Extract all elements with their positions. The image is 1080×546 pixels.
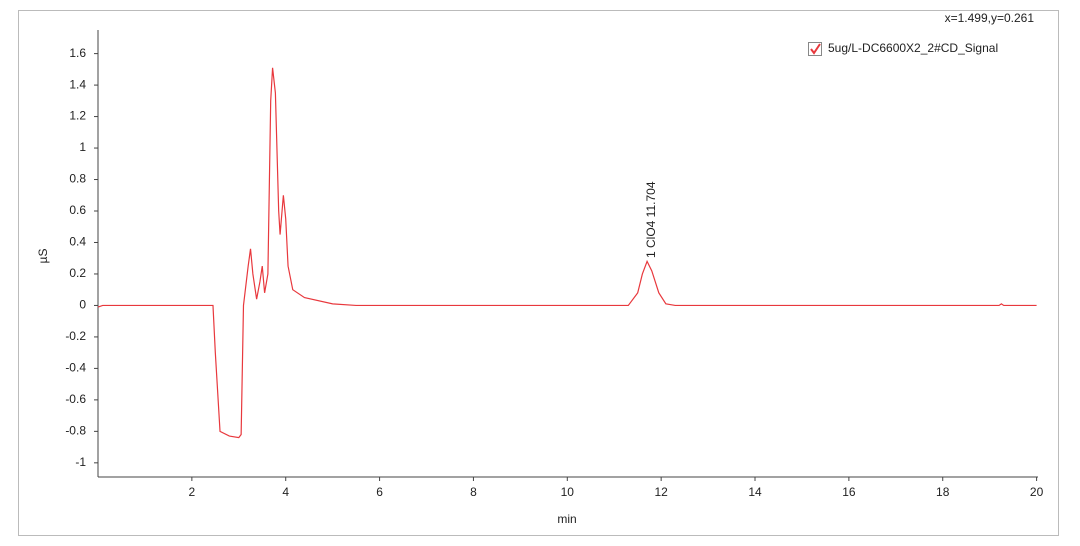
x-tick-label: 14: [748, 485, 762, 499]
x-axis-label: min: [557, 512, 576, 526]
y-tick-label: 0.2: [69, 266, 86, 280]
x-tick-label: 6: [376, 485, 383, 499]
x-tick-label: 16: [842, 485, 856, 499]
chart-frame: [18, 10, 1059, 536]
y-tick-label: 1.6: [69, 46, 86, 60]
y-tick-label: 0.6: [69, 203, 86, 217]
y-tick-label: 0.8: [69, 172, 86, 186]
y-tick-label: 1.4: [69, 77, 86, 91]
legend-label: 5ug/L-DC6600X2_2#CD_Signal: [828, 41, 998, 55]
x-tick-label: 18: [936, 485, 950, 499]
y-tick-label: -0.2: [65, 329, 86, 343]
x-tick-label: 2: [189, 485, 196, 499]
legend: 5ug/L-DC6600X2_2#CD_Signal: [808, 41, 998, 56]
y-tick-label: 0: [79, 298, 86, 312]
y-tick-label: -1: [75, 455, 86, 469]
y-tick-label: 0.4: [69, 235, 86, 249]
x-tick-label: 10: [561, 485, 575, 499]
signal-line: [97, 67, 1037, 439]
y-tick-label: -0.8: [65, 424, 86, 438]
y-tick-label: -0.4: [65, 361, 86, 375]
y-tick-label: -0.6: [65, 392, 86, 406]
x-tick-label: 12: [654, 485, 668, 499]
x-tick-label: 8: [470, 485, 477, 499]
y-tick-label: 1.2: [69, 109, 86, 123]
y-tick-label: 1: [79, 140, 86, 154]
x-tick-label: 4: [282, 485, 289, 499]
cursor-readout: x=1.499,y=0.261: [945, 11, 1035, 25]
peak-annotation: 1 ClO4 11.704: [644, 181, 658, 258]
y-axis-label: µS: [36, 249, 50, 264]
x-tick-label: 20: [1030, 485, 1044, 499]
legend-check: [810, 43, 821, 55]
